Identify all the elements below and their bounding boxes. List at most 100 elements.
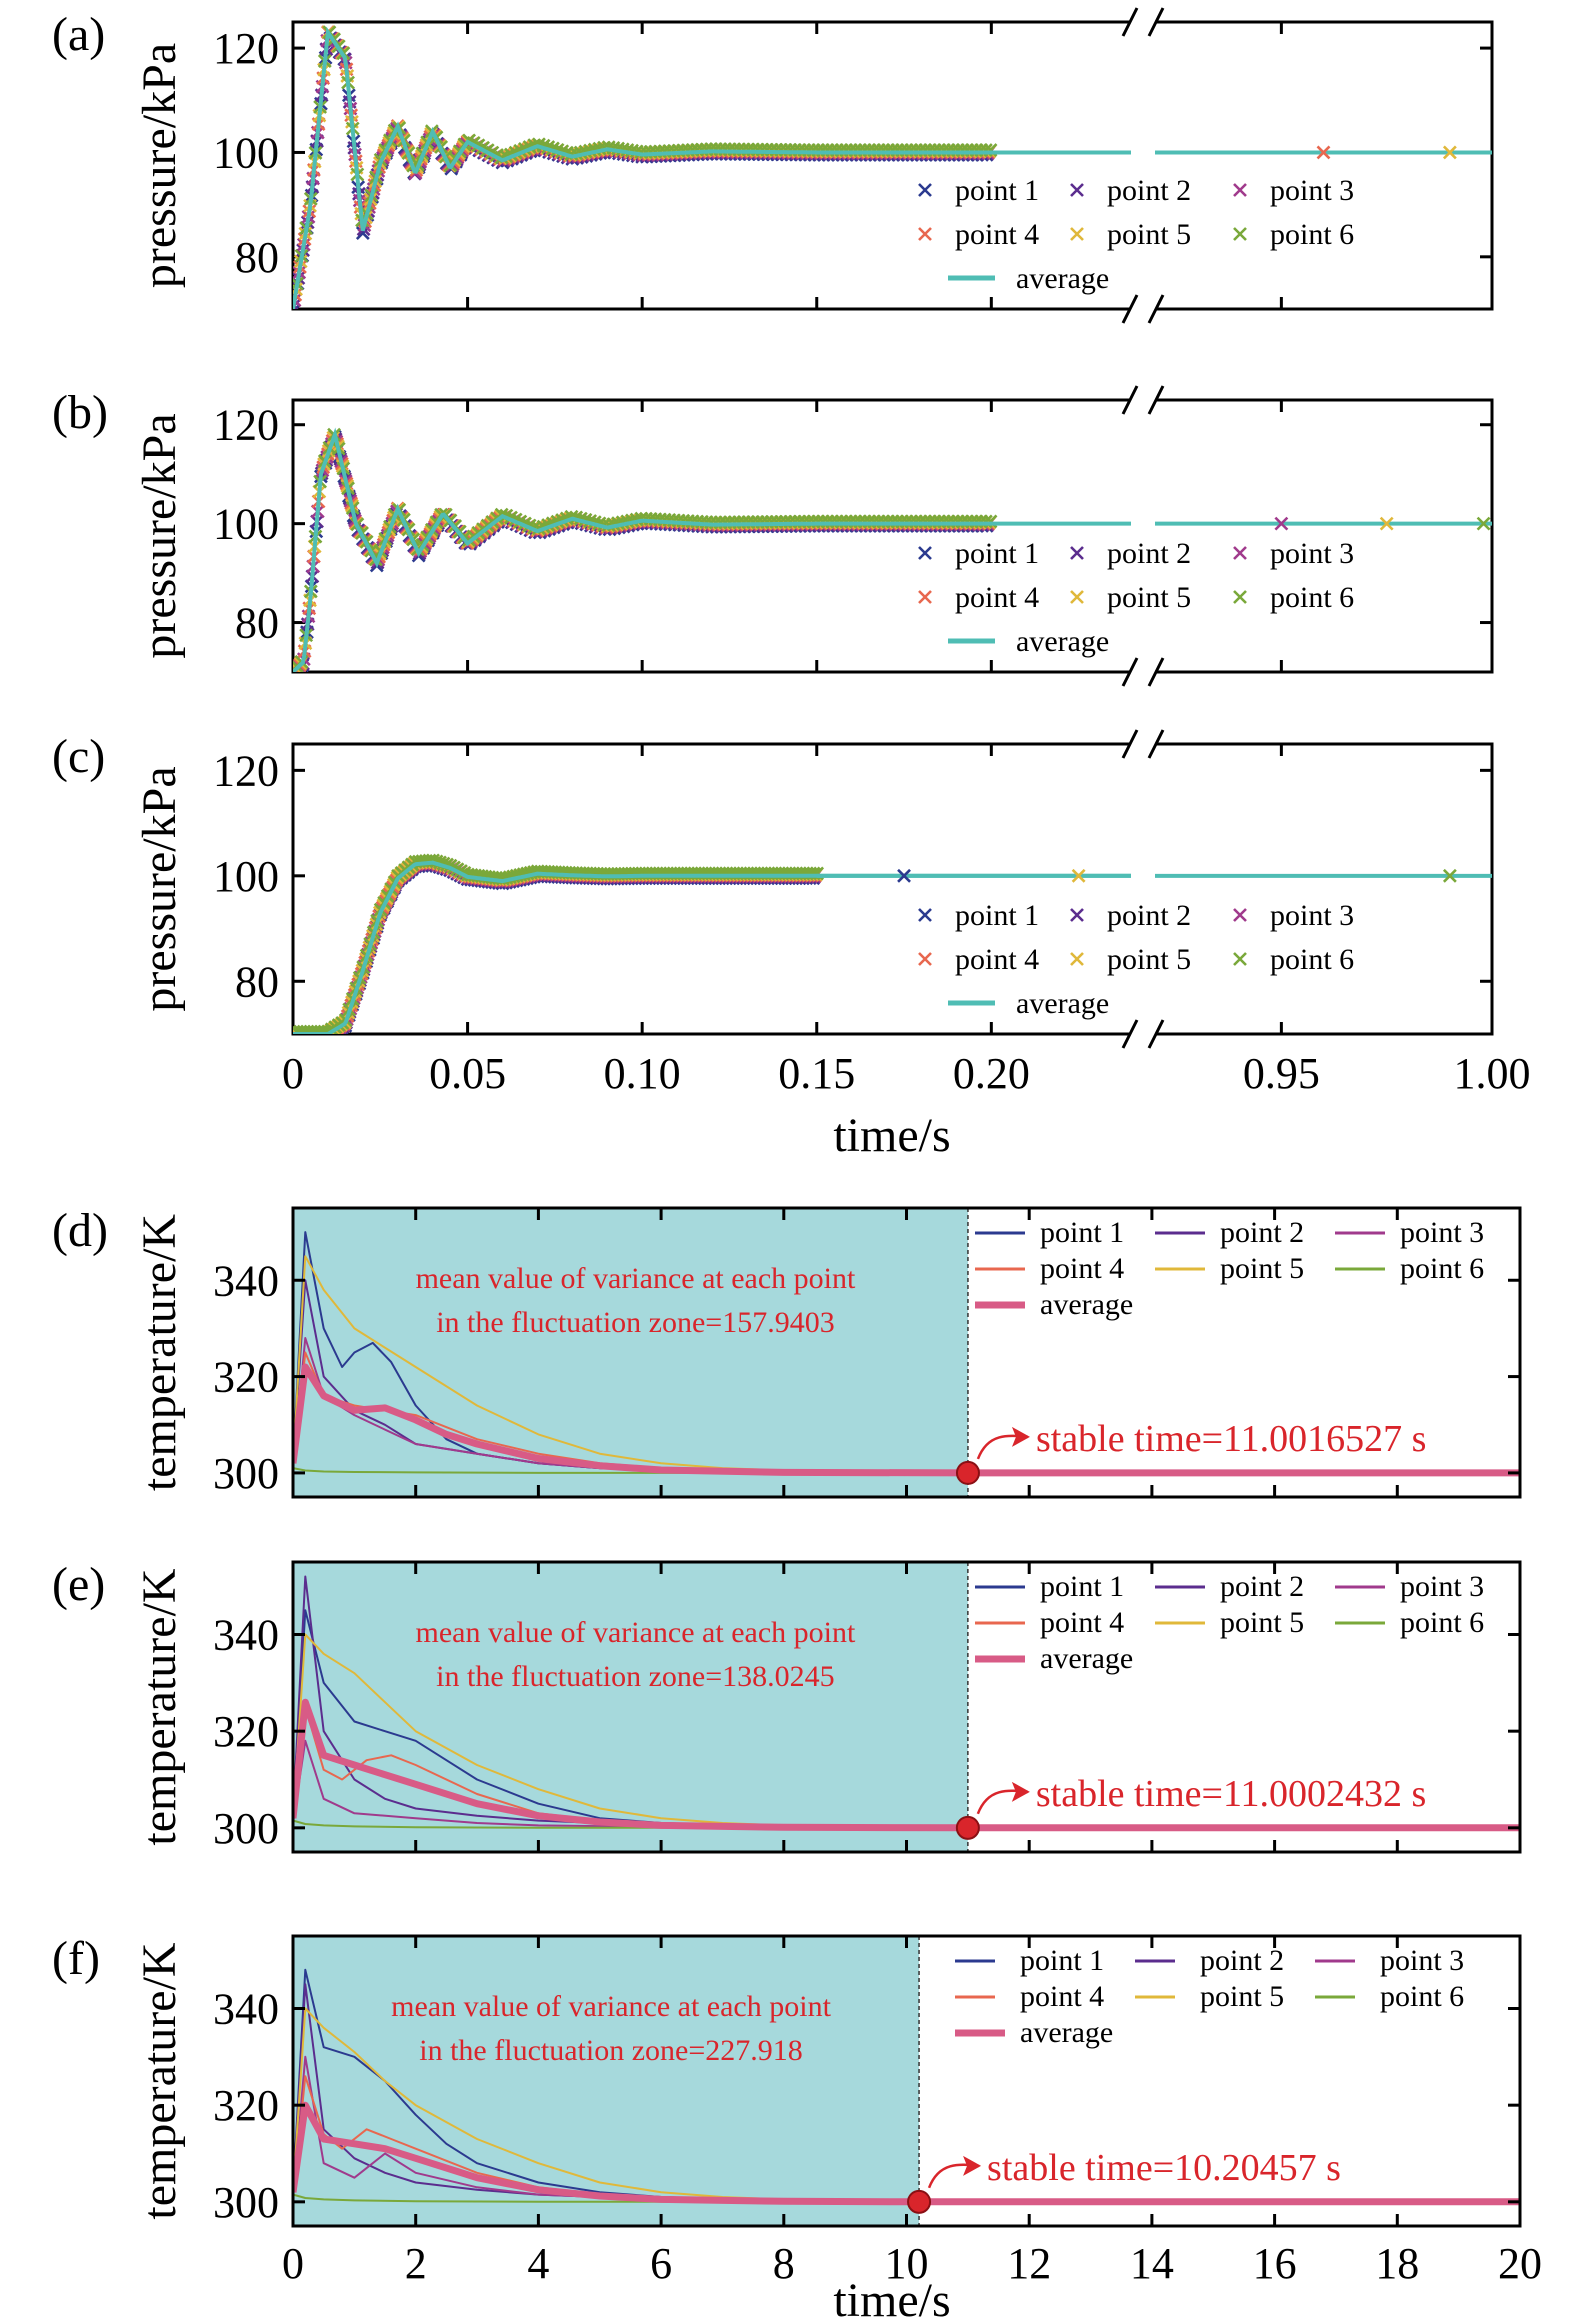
series-6-markers — [293, 427, 998, 672]
stable-time-label: stable time=11.0016527 s — [1036, 1418, 1426, 1460]
x-tick-label: 4 — [527, 2239, 549, 2288]
y-tick-label: 80 — [235, 957, 279, 1006]
series-4-markers — [293, 25, 996, 302]
legend-label: point 2 — [1107, 899, 1191, 932]
panel-label: (a) — [52, 8, 105, 61]
stable-point — [955, 1460, 980, 1485]
x-tick-label: 10 — [885, 2239, 929, 2288]
y-tick-label: 100 — [213, 500, 279, 549]
series-marker — [1071, 868, 1086, 883]
x-tick-label: 8 — [773, 2239, 795, 2288]
series-marker — [1316, 145, 1331, 160]
variance-annotation-line-1: mean value of variance at each point — [416, 1616, 856, 1649]
legend-marker — [918, 183, 932, 197]
legend-label: average — [1040, 1288, 1133, 1321]
series-3-markers — [293, 434, 996, 672]
stable-point — [907, 2189, 932, 2214]
stable-time-label: stable time=10.20457 s — [987, 2147, 1341, 2189]
y-tick-label: 120 — [213, 746, 279, 795]
variance-annotation-line-1: mean value of variance at each point — [416, 1262, 856, 1295]
legend-label: point 1 — [1040, 1570, 1124, 1603]
variance-annotation-line-2: in the fluctuation zone=227.918 — [419, 2034, 803, 2067]
legend-marker — [1070, 590, 1084, 604]
legend-label: point 1 — [955, 899, 1039, 932]
series-marker — [897, 868, 911, 883]
legend-label: point 5 — [1107, 581, 1191, 614]
stable-arrowhead — [1011, 1781, 1030, 1802]
legend-label: point 2 — [1107, 174, 1191, 207]
legend-marker — [1233, 546, 1247, 560]
legend-label: point 4 — [1040, 1252, 1124, 1285]
legend-marker — [918, 590, 932, 604]
legend: point 1 point 2 point 3 point 4 point 5 point… — [955, 1944, 1464, 2049]
panel-label: (e) — [52, 1558, 105, 1611]
plot-frame — [291, 398, 1494, 674]
legend-label: point 4 — [955, 218, 1039, 251]
panel-f-temperature: 300 320 340 0 2 4 6 8 10 12 14 16 18 20 time/s temperat… — [52, 1932, 1542, 2321]
panel-e-temperature: 300 320 340 temperature/K (e) mean value of v… — [52, 1558, 1522, 1854]
legend-label: point 4 — [955, 943, 1039, 976]
x-tick-label: 0.15 — [778, 1049, 855, 1098]
axis-break-gap-top — [1131, 17, 1155, 27]
legend-marker — [1070, 952, 1084, 966]
average-line — [293, 1698, 1520, 1832]
plot-area — [293, 853, 1492, 1034]
legend-label: average — [1016, 262, 1109, 295]
x-tick-label: 14 — [1130, 2239, 1174, 2288]
legend-marker — [1233, 952, 1247, 966]
legend-label: point 5 — [1107, 943, 1191, 976]
x-tick-label: 0 — [282, 2239, 304, 2288]
legend-label: point 5 — [1200, 1980, 1284, 2013]
plot-area — [293, 427, 1492, 672]
legend-label: point 5 — [1220, 1606, 1304, 1639]
plot-frame — [291, 20, 1494, 311]
y-axis-label: temperature/K — [133, 1214, 186, 1492]
axis-break-mark-top — [1121, 7, 1165, 37]
plot-area — [293, 25, 1492, 309]
legend-marker — [1070, 908, 1084, 922]
series-1-markers — [293, 31, 994, 309]
axis-break-mark-top — [1121, 729, 1165, 759]
y-axis-label: temperature/K — [133, 1568, 186, 1846]
legend-label: point 1 — [955, 174, 1039, 207]
legend-marker — [918, 546, 932, 560]
y-tick-label: 340 — [213, 1611, 279, 1660]
series-4-markers — [293, 433, 996, 672]
legend-label: point 6 — [1400, 1606, 1484, 1639]
legend-marker — [1070, 183, 1084, 197]
legend-label: point 1 — [1040, 1216, 1124, 1249]
legend-label: point 6 — [1270, 943, 1354, 976]
legend-label: point 5 — [1220, 1252, 1304, 1285]
legend-label: point 2 — [1200, 1944, 1284, 1977]
series-3-markers — [293, 31, 996, 308]
stable-arrowhead — [963, 2155, 982, 2176]
legend-marker — [1233, 590, 1247, 604]
legend-marker — [918, 227, 932, 241]
series-marker — [1379, 516, 1394, 531]
y-tick-label: 340 — [213, 1985, 279, 2034]
y-tick-label: 320 — [213, 1353, 279, 1402]
legend: point 1 point 2 point 3 point 4 point 5 point… — [975, 1216, 1484, 1321]
legend-label: point 6 — [1270, 581, 1354, 614]
legend-marker — [918, 952, 932, 966]
legend-marker — [1233, 227, 1247, 241]
legend-label: point 6 — [1400, 1252, 1484, 1285]
x-tick-label: 0.10 — [604, 1049, 681, 1098]
variance-annotation-line-1: mean value of variance at each point — [391, 1990, 831, 2023]
legend-label: average — [1016, 625, 1109, 658]
fluctuation-zone — [293, 1208, 968, 1497]
x-tick-label: 16 — [1253, 2239, 1297, 2288]
legend-label: point 2 — [1220, 1216, 1304, 1249]
axis-break-gap-top — [1131, 395, 1155, 405]
x-tick-label: 0.95 — [1243, 1049, 1320, 1098]
average-line — [293, 427, 1131, 672]
axis-break-gap-top — [1131, 739, 1155, 749]
legend: point 1 point 2 point 3 point 4 point 5 point… — [918, 174, 1354, 295]
legend-label: point 3 — [1270, 537, 1354, 570]
legend-label: point 4 — [955, 581, 1039, 614]
legend-label: point 3 — [1400, 1216, 1484, 1249]
legend-marker — [918, 908, 932, 922]
